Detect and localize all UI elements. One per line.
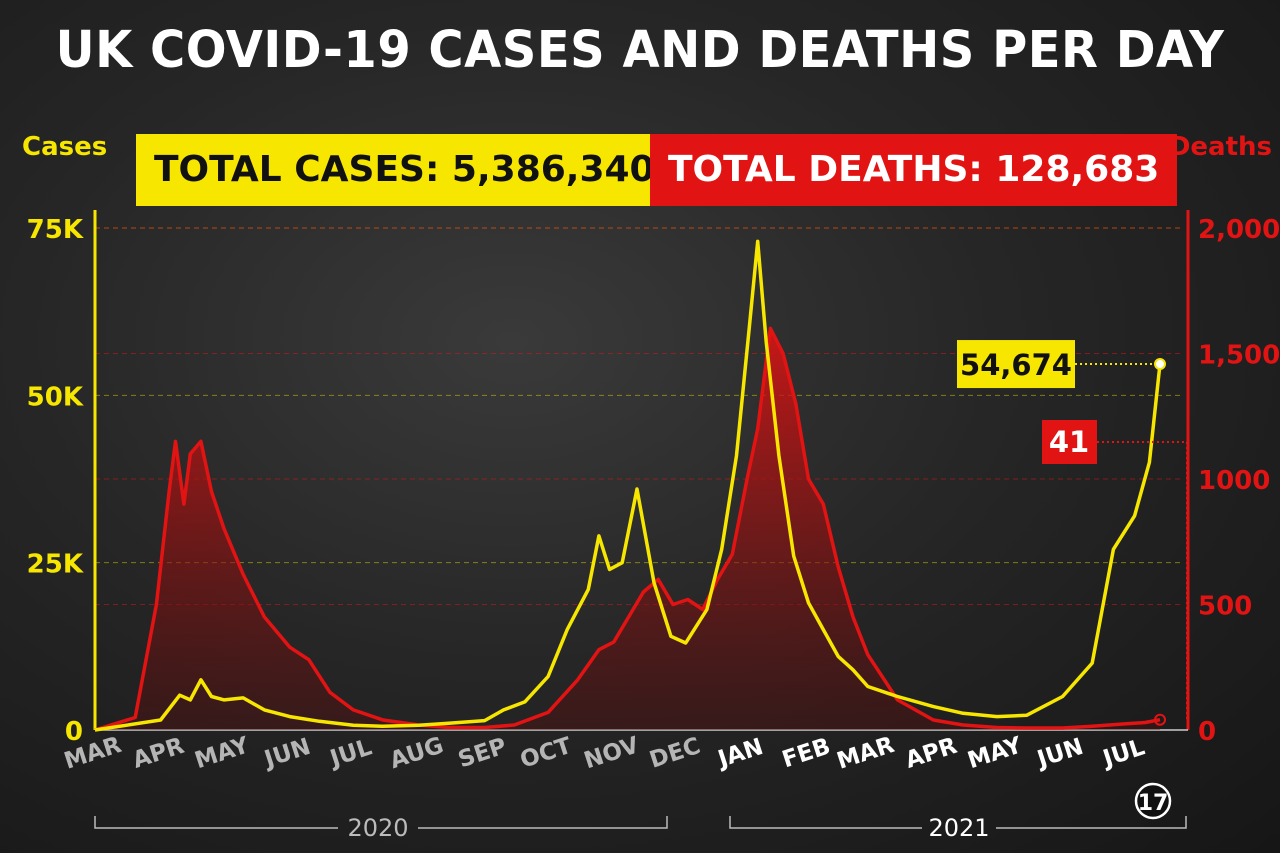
year-2020-bracket <box>94 816 668 829</box>
x-tick-label: NOV <box>581 732 642 774</box>
right-tick-label: 0 <box>1198 717 1216 747</box>
right-tick-label: 2,000 <box>1198 215 1280 245</box>
deaths-annotation-box <box>1042 420 1097 464</box>
chart-title: UK COVID-19 CASES AND DEATHS PER DAY <box>55 20 1225 80</box>
total-cases-badge: TOTAL CASES: 5,386,340 <box>136 134 673 206</box>
deaths-area <box>95 328 1160 730</box>
x-tick-label: APR <box>130 733 188 774</box>
x-tick-label: JUL <box>1098 734 1148 772</box>
x-tick-label: JUN <box>1032 734 1086 774</box>
x-tick-label: MAY <box>965 732 1026 774</box>
x-tick-label: FEB <box>779 733 834 773</box>
x-tick-label: OCT <box>517 733 575 774</box>
year-label-2020: 2020 <box>347 814 408 842</box>
x-tick-label: MAR <box>834 732 898 775</box>
deaths-end-marker <box>1154 713 1166 726</box>
right-tick-label: 500 <box>1198 592 1252 622</box>
cases-end-marker <box>1154 358 1166 371</box>
deaths-series-line <box>94 326 1161 732</box>
right-tick-label: 1,500 <box>1198 341 1280 371</box>
x-tick-label: JUL <box>325 734 375 772</box>
right-tick-label: 1000 <box>1198 466 1270 496</box>
x-tick-label: APR <box>902 733 960 774</box>
x-tick-label: JUN <box>260 734 314 774</box>
left-axis-title: Cases <box>22 132 108 162</box>
deaths-annotation-leader <box>1097 441 1188 720</box>
cases-annotation-label: 54,674 <box>960 348 1072 382</box>
end-date-label: 17 <box>1138 791 1169 816</box>
x-tick-label: AUG <box>387 733 447 775</box>
cases-series-line <box>94 239 1162 732</box>
left-tick-label: 0 <box>65 717 83 747</box>
left-tick-label: 75K <box>27 215 84 245</box>
left-tick-label: 25K <box>27 550 84 580</box>
year-label-2021: 2021 <box>928 814 989 842</box>
x-tick-label: DEC <box>646 733 703 774</box>
x-tick-label: MAY <box>192 732 253 774</box>
year-2021-bracket <box>729 816 1187 829</box>
x-tick-label: SEP <box>455 733 510 773</box>
x-tick-label: JAN <box>713 734 766 773</box>
end-date-circle <box>1134 782 1172 820</box>
left-tick-label: 50K <box>27 382 84 412</box>
cases-annotation-box <box>957 340 1075 389</box>
deaths-annotation-label: 41 <box>1049 425 1089 459</box>
total-deaths-badge: TOTAL DEATHS: 128,683 <box>650 134 1178 206</box>
right-axis-title: Deaths <box>1168 132 1272 162</box>
